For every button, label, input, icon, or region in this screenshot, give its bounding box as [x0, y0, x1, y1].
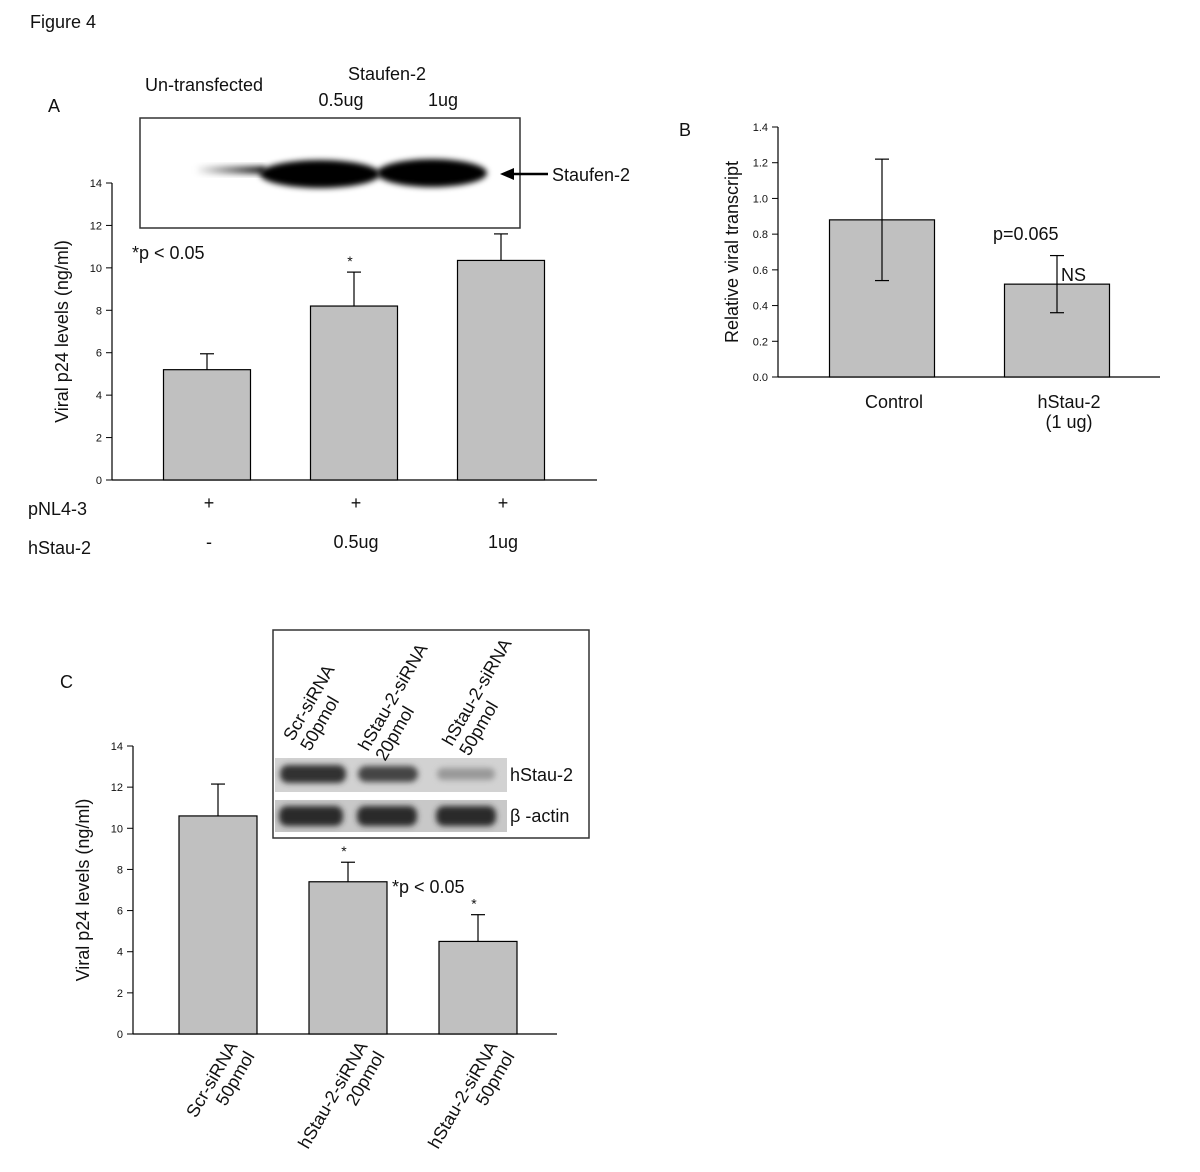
- blot-a: [139, 117, 548, 229]
- annotation: *p < 0.05: [132, 243, 205, 263]
- x-tick-label: Control: [865, 392, 923, 412]
- y-tick-label: 14: [111, 741, 123, 753]
- y-tick-label: 12: [111, 782, 123, 794]
- blot-band: β -actin: [510, 806, 569, 826]
- y-tick-label: 0: [117, 1029, 123, 1041]
- annotation: NS: [1061, 265, 1086, 285]
- y-tick-label: 4: [117, 947, 123, 959]
- y-tick-label: 10: [111, 823, 123, 835]
- blot-band: hStau-2: [510, 765, 573, 785]
- y-tick-label: 0.4: [753, 301, 768, 313]
- blot-header: Staufen-2: [348, 64, 426, 84]
- y-tick-label: 0.2: [753, 336, 768, 348]
- y-tick-label: 2: [96, 433, 102, 445]
- y-tick-label: 2: [117, 988, 123, 1000]
- y-tick-label: 0.0: [753, 372, 768, 384]
- y-tick-label: 8: [96, 305, 102, 317]
- y-tick-label: 1.0: [753, 193, 768, 205]
- y-tick-label: 12: [90, 220, 102, 232]
- blot-lane: 0.5ug: [318, 90, 363, 110]
- y-tick-label: 6: [96, 348, 102, 360]
- panel-label: A: [48, 96, 60, 116]
- x-tick-label: 0.5ug: [333, 532, 378, 552]
- blot-lane: Un-transfected: [145, 75, 263, 95]
- y-tick-label: 0: [96, 475, 102, 487]
- blot-c: [272, 629, 590, 839]
- row-value: +: [204, 493, 215, 513]
- panel-label: C: [60, 672, 73, 692]
- bar: [178, 815, 258, 1035]
- x-tick-label: -: [206, 532, 212, 552]
- y-tick-label: 6: [117, 906, 123, 918]
- x-tick-label: 1ug: [488, 532, 518, 552]
- row-label: hStau-2: [28, 538, 91, 558]
- figure-title: Figure 4: [30, 12, 96, 32]
- bar: [162, 369, 252, 481]
- y-axis-label: Relative viral transcript: [722, 161, 742, 343]
- x-tick-label: hStau-2 (1 ug): [1037, 392, 1100, 432]
- y-tick-label: 8: [117, 864, 123, 876]
- y-tick-label: 4: [96, 390, 102, 402]
- blot-lane: 1ug: [428, 90, 458, 110]
- panel-label: B: [679, 120, 691, 140]
- annotation: p=0.065: [993, 224, 1059, 244]
- bar: [438, 940, 518, 1035]
- x-tick-label: hStau-2-siRNA20pmol: [294, 1038, 388, 1162]
- y-tick-label: 0.6: [753, 265, 768, 277]
- x-tick-label: Scr-siRNA50pmol: [182, 1038, 258, 1131]
- row-value: +: [498, 493, 509, 513]
- y-tick-label: 1.4: [753, 122, 768, 134]
- row-value: +: [351, 493, 362, 513]
- y-tick-label: 1.2: [753, 158, 768, 170]
- y-axis-label: Viral p24 levels (ng/ml): [73, 799, 93, 982]
- significance: *: [471, 896, 477, 912]
- bar: [456, 259, 546, 481]
- x-tick-label: hStau-2-siRNA50pmol: [424, 1038, 518, 1162]
- y-axis-label: Viral p24 levels (ng/ml): [52, 240, 72, 423]
- y-tick-label: 14: [90, 178, 102, 190]
- row-label: pNL4-3: [28, 499, 87, 519]
- bar: [308, 881, 388, 1035]
- y-tick-label: 10: [90, 263, 102, 275]
- blot-band: Staufen-2: [552, 165, 630, 185]
- bar: [309, 305, 399, 481]
- annotation: *p < 0.05: [392, 877, 465, 897]
- significance: *: [341, 843, 347, 859]
- y-tick-label: 0.8: [753, 229, 768, 241]
- significance: *: [347, 253, 353, 269]
